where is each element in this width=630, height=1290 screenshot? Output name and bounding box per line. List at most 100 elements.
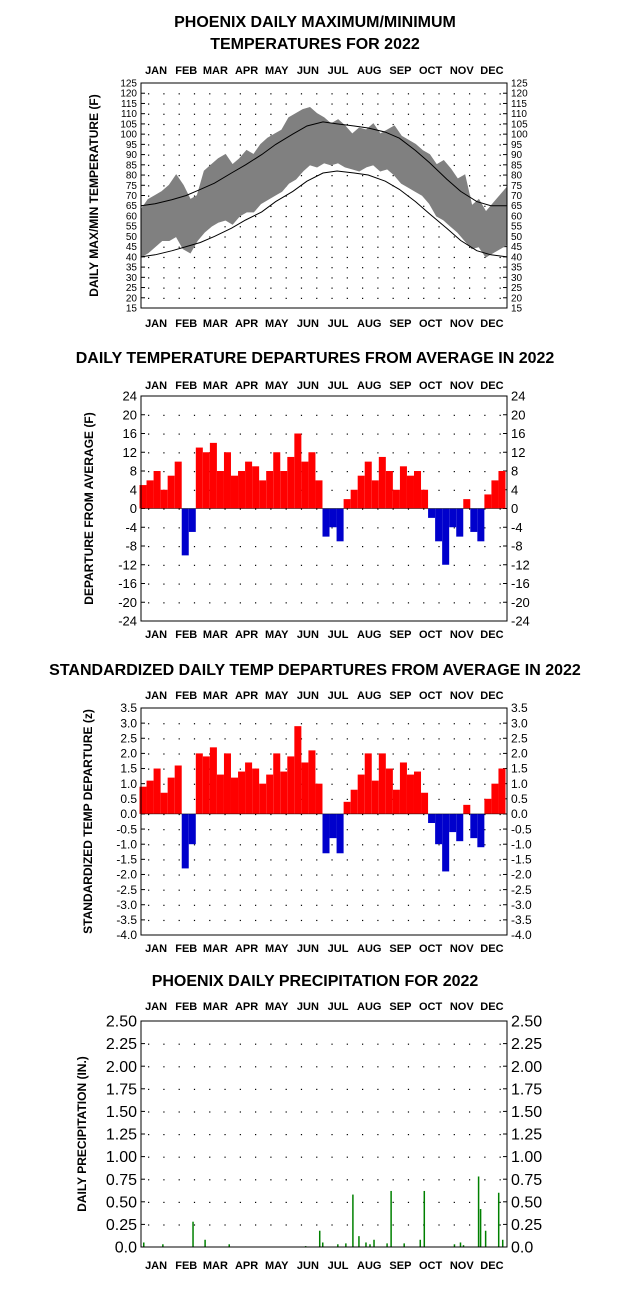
- y-tick-left: 50: [126, 232, 138, 243]
- y-tick-right: 35: [511, 263, 523, 274]
- grid-dot: [270, 1134, 272, 1136]
- grid-dot: [346, 1111, 348, 1113]
- grid-dot: [499, 1224, 501, 1226]
- grid-dot: [331, 753, 333, 755]
- grid-dot: [423, 205, 425, 207]
- grid-dot: [316, 287, 318, 289]
- grid-dot: [377, 1111, 379, 1113]
- grid-dot: [453, 103, 455, 105]
- grid-dot: [346, 753, 348, 755]
- grid-dot: [148, 113, 150, 115]
- grid-dot: [423, 297, 425, 299]
- y-tick-right: -1.5: [511, 853, 532, 867]
- grid-dot: [163, 813, 165, 816]
- data-bar: [484, 494, 492, 509]
- data-bar: [273, 452, 281, 509]
- grid-dot: [362, 527, 364, 529]
- y-tick-right: -2.5: [511, 883, 532, 897]
- grid-dot: [453, 452, 455, 454]
- grid-dot: [499, 564, 501, 566]
- month-label-bottom: JUN: [297, 943, 319, 955]
- grid-dot: [316, 297, 318, 299]
- data-bar: [337, 1244, 339, 1247]
- y-tick-left: 2.5: [120, 731, 137, 745]
- grid-dot: [362, 919, 364, 922]
- month-label-top: APR: [235, 1001, 258, 1013]
- grid-dot: [331, 175, 333, 177]
- grid-dot: [255, 144, 257, 146]
- grid-dot: [331, 246, 333, 248]
- grid-dot: [255, 277, 257, 279]
- month-label-bottom: APR: [235, 943, 258, 955]
- grid-dot: [270, 1224, 272, 1226]
- data-bar: [146, 480, 154, 509]
- grid-dot: [362, 236, 364, 238]
- grid-dot: [468, 185, 471, 187]
- y-tick-right: 0: [511, 501, 518, 516]
- grid-dot: [163, 723, 165, 725]
- grid-dot: [148, 564, 150, 566]
- grid-dot: [255, 452, 257, 454]
- y-tick-left: 1.25: [106, 1127, 137, 1144]
- grid-dot: [407, 267, 410, 269]
- grid-dot: [423, 508, 425, 510]
- grid-dot: [438, 1201, 440, 1203]
- grid-dot: [392, 859, 394, 861]
- grid-dot: [499, 185, 501, 187]
- grid-dot: [346, 889, 348, 891]
- y-tick-right: 1.0: [511, 777, 528, 791]
- month-label-bottom: DEC: [480, 943, 503, 955]
- grid-dot: [316, 753, 318, 755]
- grid-dot: [377, 829, 379, 831]
- month-label-bottom: AUG: [357, 629, 381, 641]
- y-tick-right: 24: [511, 389, 525, 404]
- grid-dot: [193, 134, 196, 136]
- grid-dot: [255, 236, 257, 238]
- grid-dot: [499, 738, 501, 740]
- data-bar: [449, 813, 457, 833]
- data-bar: [406, 475, 414, 509]
- grid-dot: [255, 564, 257, 566]
- y-tick-left: -8: [125, 539, 137, 554]
- grid-dot: [499, 1066, 501, 1068]
- grid-dot: [438, 134, 440, 136]
- grid-dot: [255, 1111, 257, 1113]
- grid-dot: [468, 723, 471, 725]
- grid-dot: [148, 602, 150, 604]
- grid-dot: [392, 205, 394, 207]
- grid-dot: [255, 297, 257, 299]
- grid-dot: [331, 287, 333, 289]
- grid-dot: [438, 1224, 440, 1226]
- grid-dot: [453, 256, 455, 259]
- grid-dot: [453, 144, 455, 146]
- grid-dot: [270, 889, 272, 891]
- y-tick-left: 24: [123, 389, 137, 404]
- grid-dot: [438, 602, 440, 604]
- data-bar: [442, 813, 450, 872]
- month-label-top: JAN: [145, 65, 167, 77]
- grid-dot: [316, 267, 318, 269]
- grid-dot: [285, 768, 287, 770]
- grid-dot: [300, 452, 303, 454]
- month-label-top: MAR: [203, 65, 228, 77]
- y-tick-right: -24: [511, 614, 530, 629]
- grid-dot: [468, 246, 471, 248]
- grid-dot: [316, 1156, 318, 1158]
- grid-dot: [178, 144, 180, 146]
- grid-dot: [468, 287, 471, 289]
- grid-dot: [438, 564, 440, 566]
- grid-dot: [453, 154, 455, 156]
- grid-dot: [453, 753, 455, 755]
- month-label-top: NOV: [450, 1001, 475, 1013]
- month-label-bottom: MAR: [203, 1260, 228, 1272]
- grid-dot: [239, 829, 241, 831]
- month-label-bottom: OCT: [419, 943, 443, 955]
- grid-dot: [178, 175, 180, 177]
- grid-dot: [499, 508, 501, 510]
- grid-dot: [163, 1111, 165, 1113]
- grid-dot: [209, 874, 211, 876]
- grid-dot: [148, 414, 150, 416]
- grid-dot: [163, 154, 165, 156]
- grid-dot: [163, 583, 165, 585]
- grid-dot: [163, 874, 165, 876]
